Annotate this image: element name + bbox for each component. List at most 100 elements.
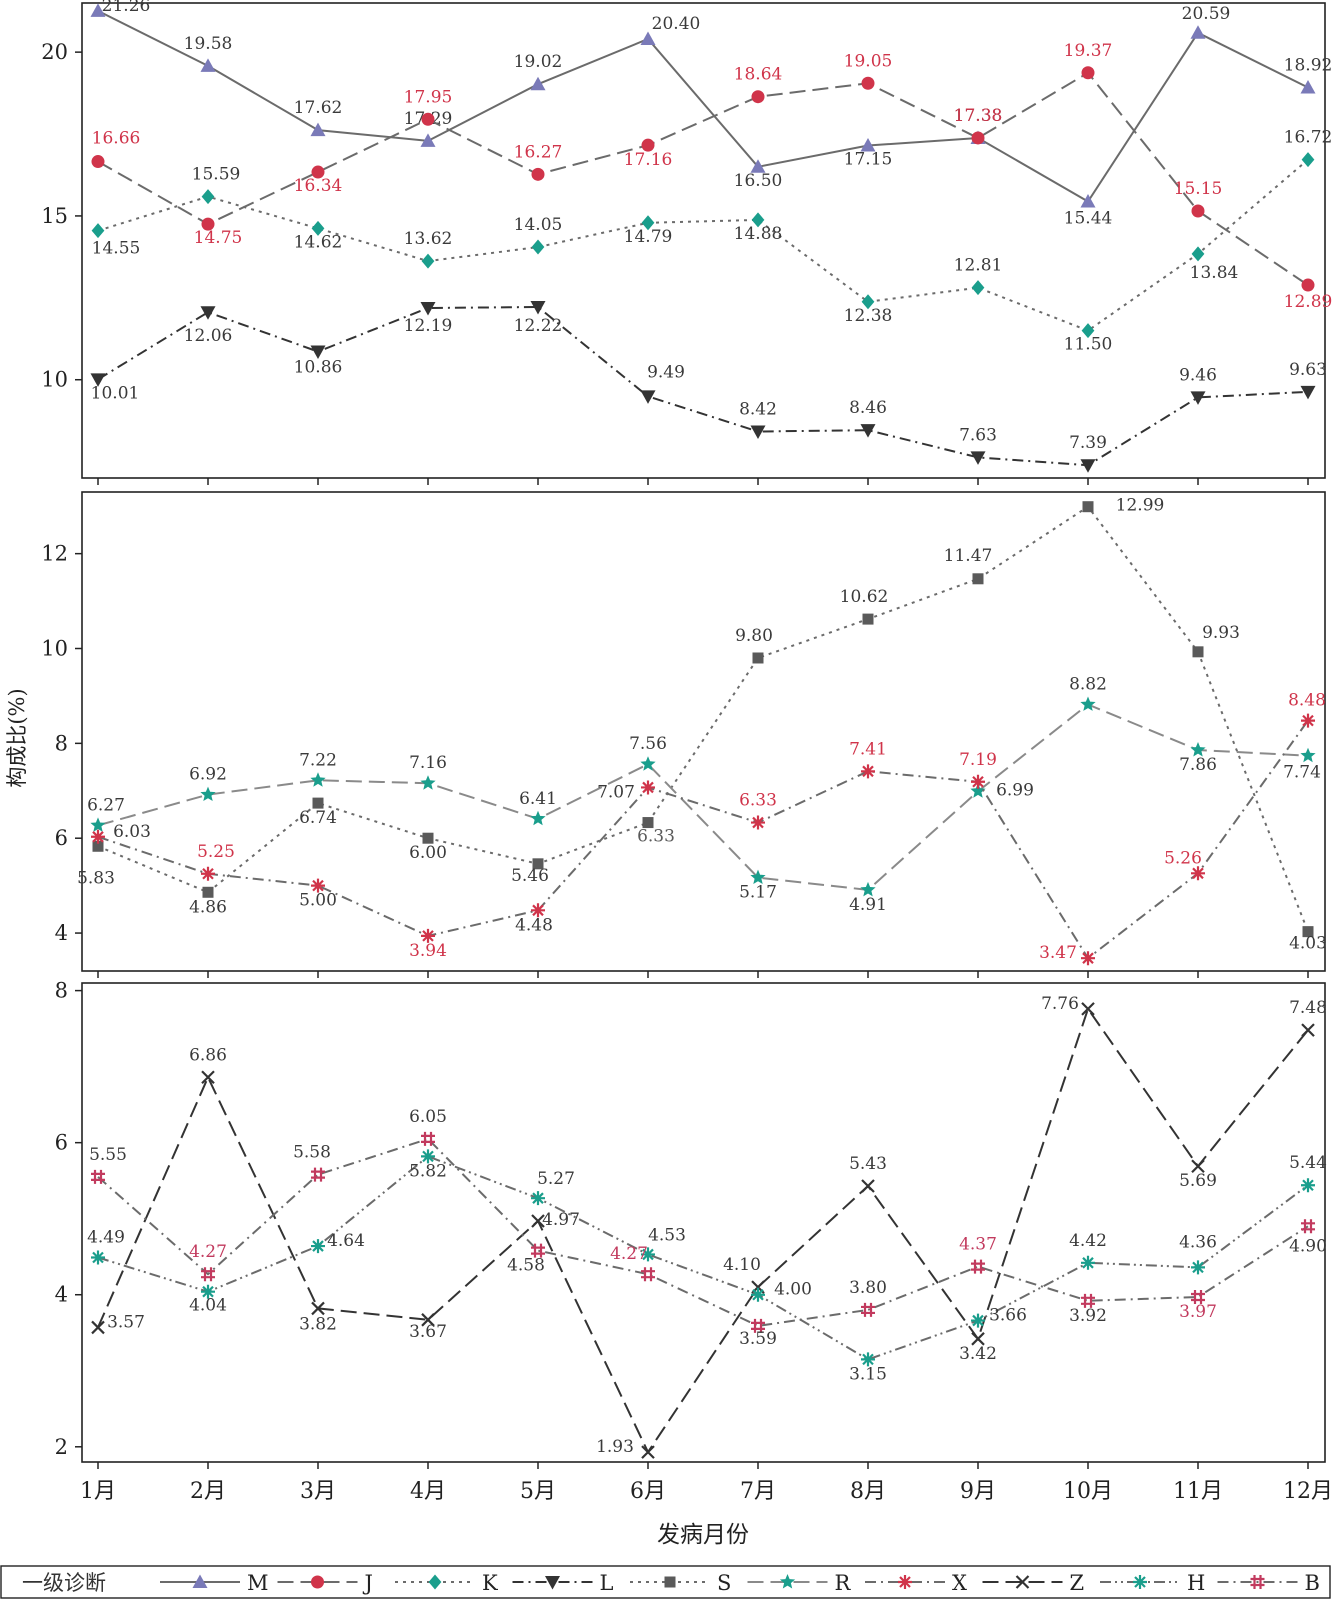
- data-point-H: [971, 1314, 985, 1328]
- data-point-H: [91, 1250, 105, 1264]
- y-tick-label: 4: [55, 1283, 68, 1307]
- data-label-H: 5.82: [409, 1161, 447, 1181]
- data-label-M: 21.26: [102, 0, 151, 16]
- data-label-K: 15.59: [192, 165, 241, 185]
- data-label-B: 4.58: [507, 1256, 545, 1276]
- data-label-S: 5.83: [77, 868, 115, 888]
- data-point-L: [201, 306, 216, 320]
- data-point-H: [751, 1288, 765, 1302]
- data-point-M: [311, 123, 326, 137]
- data-point-K: [422, 254, 435, 269]
- data-label-S: 9.80: [735, 626, 773, 646]
- legend-marker-X: [898, 1575, 912, 1589]
- y-tick-label: 12: [41, 542, 68, 566]
- data-label-X: 6.03: [113, 822, 151, 842]
- data-label-Z: 7.48: [1289, 998, 1327, 1018]
- data-point-J: [862, 77, 875, 90]
- legend-marker-L: [545, 1576, 560, 1590]
- legend-label-M: M: [247, 1571, 269, 1595]
- data-point-M: [201, 58, 216, 72]
- data-label-R: 7.22: [299, 750, 337, 770]
- data-label-L: 10.01: [91, 383, 140, 403]
- series-S: 5.834.866.746.005.466.339.8010.6211.4712…: [77, 496, 1327, 954]
- plot-frame: [82, 492, 1325, 971]
- data-label-M: 19.58: [184, 34, 233, 54]
- data-label-H: 3.66: [989, 1306, 1027, 1326]
- data-point-B: [641, 1267, 655, 1281]
- data-point-R: [1300, 748, 1315, 763]
- x-tick-label: 5月: [520, 1479, 556, 1504]
- data-label-B: 4.27: [610, 1244, 648, 1264]
- x-tick-label: 1月: [80, 1479, 116, 1504]
- data-label-X: 5.26: [1164, 848, 1202, 868]
- data-label-X: 4.48: [515, 915, 553, 935]
- data-point-B: [971, 1260, 985, 1274]
- series-line-M: [98, 11, 1308, 202]
- legend-label-S: S: [717, 1571, 731, 1595]
- data-point-J: [532, 168, 545, 181]
- data-label-X: 5.00: [299, 891, 337, 911]
- series-line-H: [98, 1156, 1308, 1359]
- data-label-S: 9.93: [1202, 623, 1240, 643]
- data-label-H: 4.49: [87, 1227, 125, 1247]
- y-tick-label: 6: [55, 826, 68, 850]
- data-label-J: 16.34: [294, 176, 343, 196]
- data-label-J: 19.05: [844, 51, 893, 71]
- data-point-Z: [1082, 1003, 1094, 1015]
- data-label-K: 14.62: [294, 232, 343, 252]
- series-line-L: [98, 307, 1308, 465]
- data-label-Z: 3.67: [409, 1322, 447, 1342]
- data-label-S: 6.33: [637, 827, 675, 847]
- data-point-K: [1192, 246, 1205, 261]
- data-point-Z: [202, 1071, 214, 1083]
- data-label-B: 4.90: [1289, 1236, 1327, 1256]
- data-label-J: 18.64: [734, 65, 783, 85]
- data-label-S: 6.74: [299, 808, 337, 828]
- legend-label-H: H: [1187, 1571, 1205, 1595]
- series-line-Z: [98, 1009, 1308, 1452]
- data-label-K: 14.88: [734, 224, 783, 244]
- data-point-S: [423, 833, 434, 844]
- data-label-L: 7.39: [1069, 433, 1107, 453]
- data-label-R: 5.17: [739, 883, 777, 903]
- data-label-L: 8.42: [739, 399, 777, 419]
- x-tick-label: 6月: [630, 1479, 666, 1504]
- data-point-K: [202, 189, 215, 204]
- data-label-M: 16.50: [734, 171, 783, 191]
- plot-frame: [82, 3, 1325, 478]
- data-point-R: [420, 775, 435, 790]
- legend-label-X: X: [952, 1571, 967, 1595]
- data-label-X: 7.19: [959, 750, 997, 770]
- data-point-H: [531, 1191, 545, 1205]
- data-point-K: [92, 223, 105, 238]
- data-label-S: 6.00: [409, 843, 447, 863]
- data-label-R: 6.92: [189, 765, 227, 785]
- data-point-J: [1192, 205, 1205, 218]
- data-label-K: 14.05: [514, 215, 563, 235]
- legend-marker-J: [311, 1576, 324, 1589]
- y-tick-label: 10: [41, 368, 68, 392]
- y-tick-label: 8: [55, 979, 68, 1003]
- data-point-S: [203, 887, 214, 898]
- data-point-L: [1191, 391, 1206, 405]
- y-axis-title: 构成比(%): [5, 688, 29, 787]
- data-label-B: 4.27: [189, 1242, 227, 1262]
- data-label-R: 6.41: [519, 789, 557, 809]
- data-point-X: [861, 764, 875, 778]
- y-tick-label: 15: [41, 204, 68, 228]
- x-tick-label: 11月: [1173, 1479, 1223, 1504]
- data-label-H: 3.15: [849, 1364, 887, 1384]
- data-point-H: [311, 1239, 325, 1253]
- data-label-Z: 5.43: [849, 1154, 887, 1174]
- data-label-L: 9.49: [647, 362, 685, 382]
- data-label-B: 3.92: [1069, 1306, 1107, 1326]
- data-label-X: 7.07: [597, 782, 635, 802]
- data-label-J: 14.75: [194, 228, 243, 248]
- data-point-K: [532, 240, 545, 255]
- legend-title: 一级诊断: [22, 1571, 106, 1595]
